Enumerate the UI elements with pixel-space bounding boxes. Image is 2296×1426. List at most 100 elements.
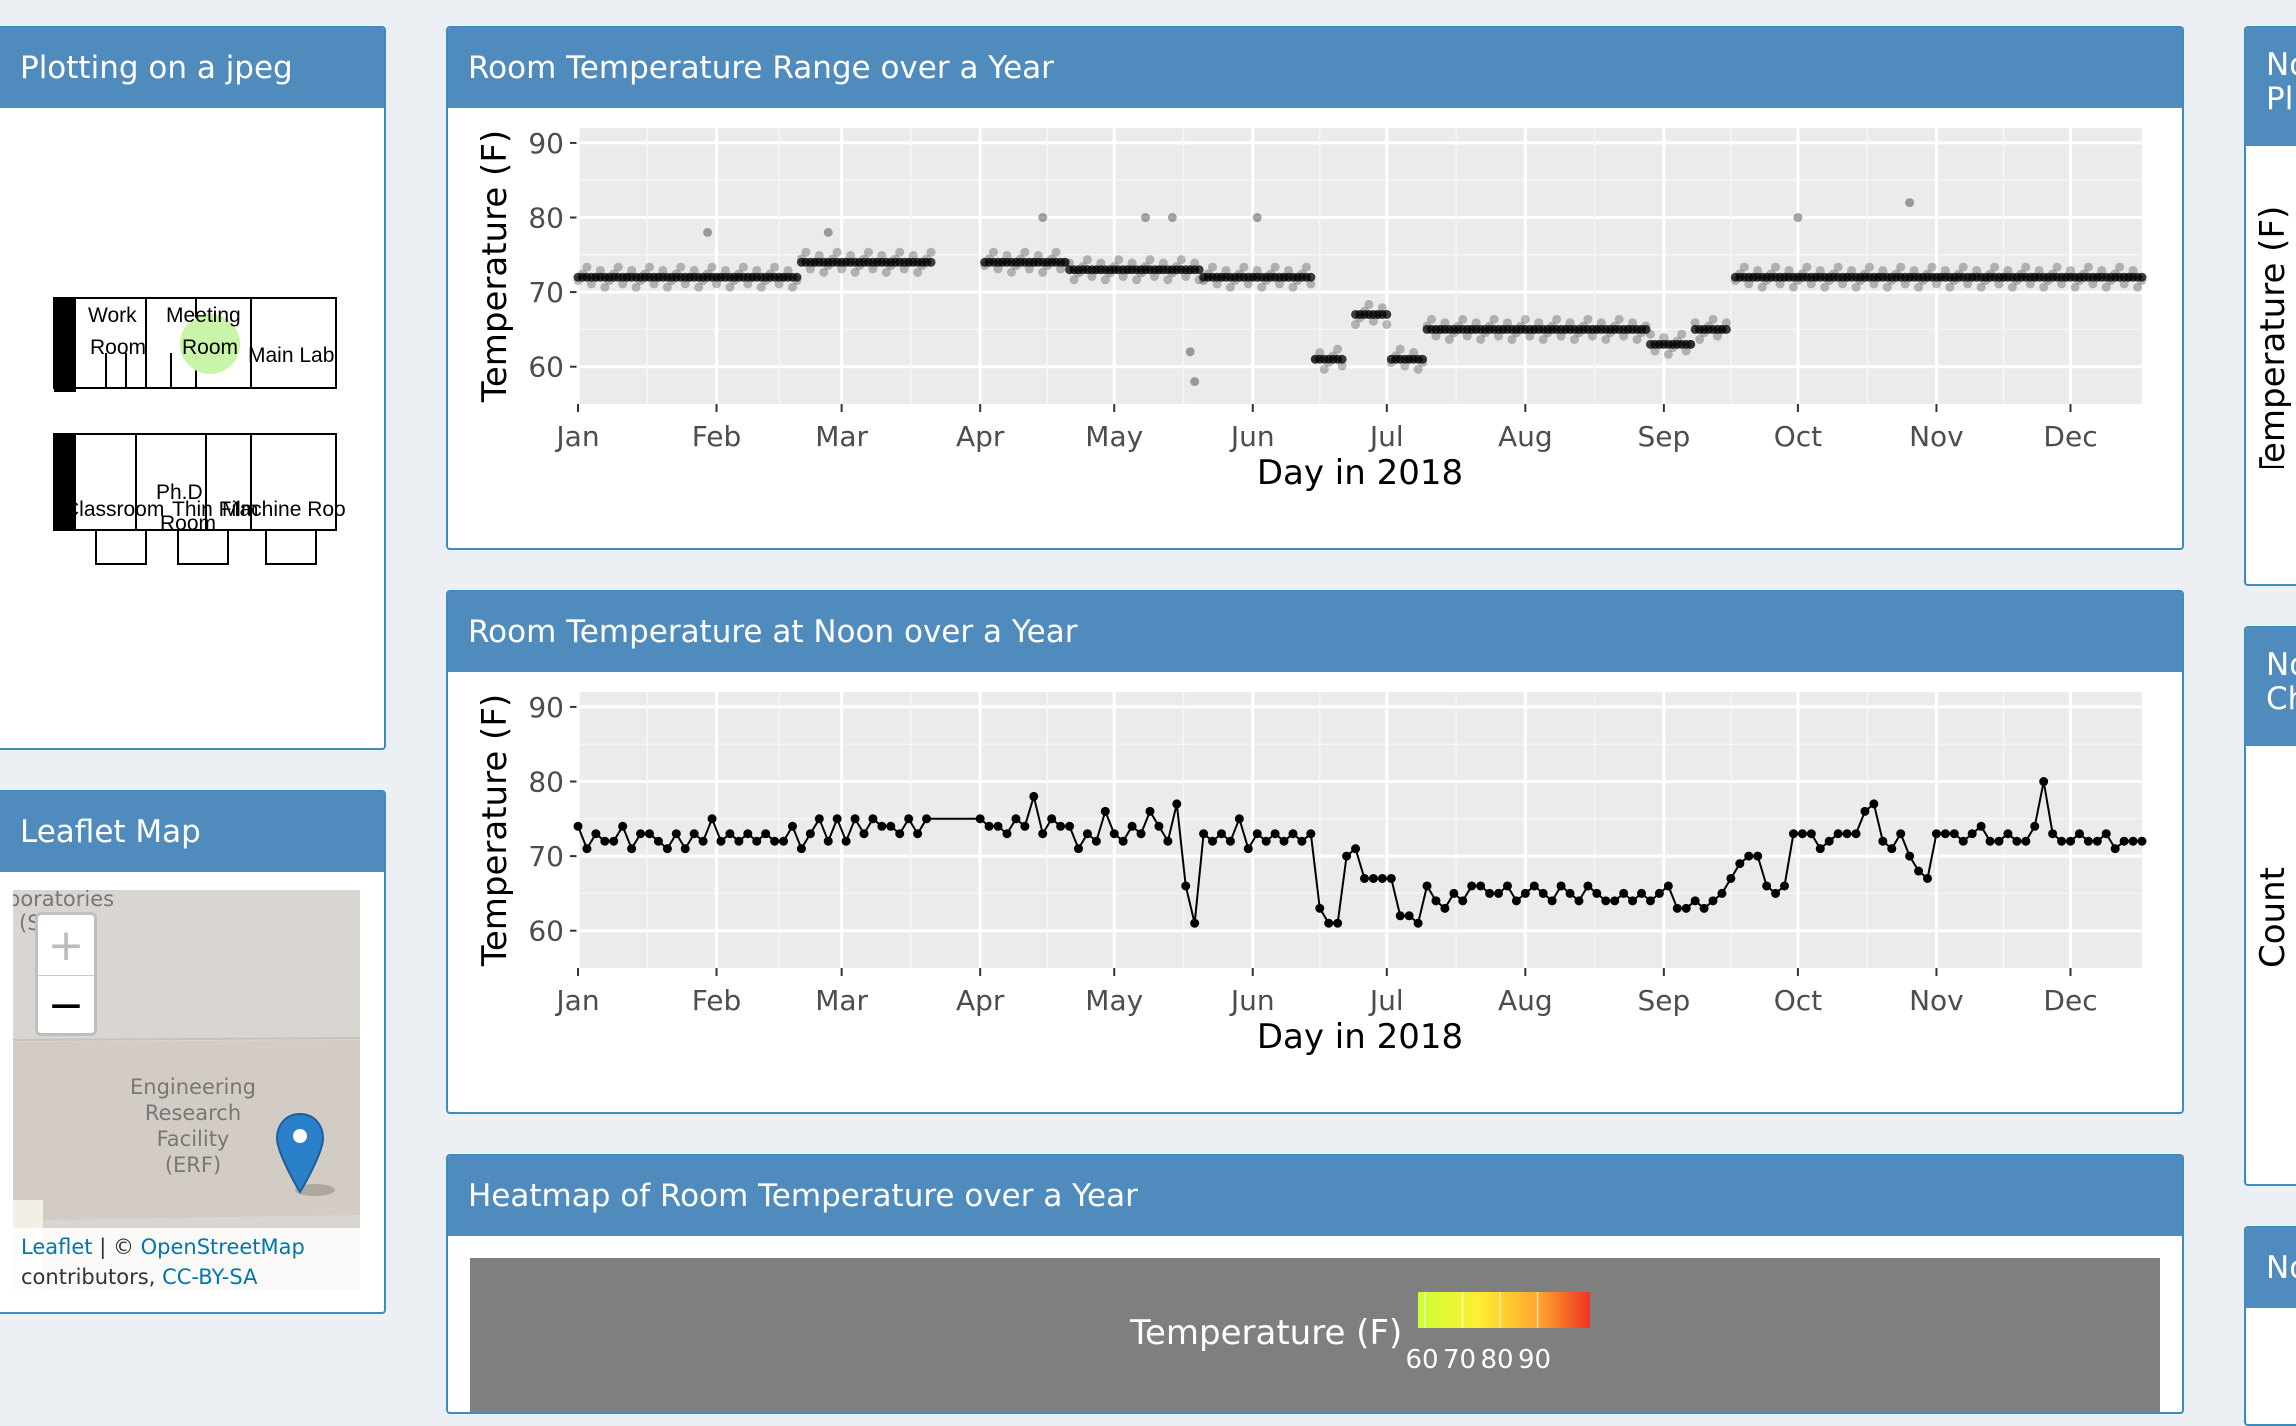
- noon-point: [1565, 888, 1575, 898]
- range-point-spread: [1663, 349, 1673, 359]
- range-point-spread: [1972, 265, 1982, 275]
- heatmap-panel[interactable]: Temperature (F) 60 70 80 90: [470, 1258, 2160, 1412]
- heatmap-legend-tick: 70: [1443, 1345, 1476, 1375]
- noon-point: [1047, 814, 1057, 824]
- noon-point: [1404, 911, 1414, 921]
- noon-point: [1279, 836, 1289, 846]
- range-point-spread: [1382, 320, 1392, 330]
- noon-point: [1976, 821, 1986, 831]
- noon-point: [1386, 873, 1396, 883]
- right-box-3-title: No: [2246, 1228, 2296, 1308]
- leaflet-title: Leaflet Map: [0, 792, 384, 872]
- range-point-spread: [1645, 329, 1655, 339]
- noon-point: [1127, 821, 1137, 831]
- range-y-tick-label: 80: [528, 202, 564, 235]
- room-label-meeting-2: Room: [182, 336, 238, 359]
- heatmap-box: Heatmap of Room Temperature over a Year …: [446, 1154, 2184, 1414]
- noon-point: [2030, 821, 2040, 831]
- range-x-tick-label: Jun: [1229, 420, 1275, 453]
- floorplan-image[interactable]: Work Room Meeting Room Main Lab Ph.D Cla…: [0, 108, 386, 748]
- leaflet-map[interactable]: boratories (S Engineering Research Facil…: [13, 890, 360, 1290]
- range-point-spread: [627, 265, 637, 275]
- range-plot-title: Room Temperature Range over a Year: [448, 28, 2182, 108]
- noon-point: [1065, 821, 1075, 831]
- range-point-spread: [1440, 318, 1450, 328]
- range-point-spread: [1208, 262, 1218, 272]
- noon-point: [618, 821, 628, 831]
- noon-point: [1100, 806, 1110, 816]
- range-point-spread: [1690, 318, 1700, 328]
- noon-point: [1494, 888, 1504, 898]
- noon-point: [1806, 829, 1816, 839]
- leaflet-link[interactable]: Leaflet: [21, 1235, 93, 1259]
- room-label-work: Work: [88, 304, 137, 327]
- range-point-spread: [877, 251, 887, 261]
- noon-point: [2128, 836, 2138, 846]
- range-point-spread: [1864, 262, 1874, 272]
- zoom-out-button[interactable]: −: [47, 980, 85, 1031]
- range-point-spread: [1976, 282, 1986, 292]
- noon-point: [823, 836, 833, 846]
- range-point-spread: [1538, 334, 1548, 344]
- range-point-spread: [993, 264, 1003, 274]
- range-x-tick-label: Sep: [1637, 420, 1690, 453]
- range-point-spread: [752, 265, 762, 275]
- range-point-spread: [1806, 279, 1816, 289]
- range-point-spread: [1838, 279, 1848, 289]
- range-point-spread: [1065, 258, 1075, 268]
- noon-point: [1985, 836, 1995, 846]
- noon-point: [1252, 829, 1262, 839]
- range-point-spread: [1462, 331, 1472, 341]
- noon-point: [1190, 918, 1200, 928]
- noon-point: [1172, 799, 1182, 809]
- noon-point: [1949, 829, 1959, 839]
- range-point-spread: [1181, 271, 1191, 281]
- heatmap-legend-tick: 80: [1480, 1345, 1513, 1375]
- noon-point: [1091, 836, 1101, 846]
- noon-point: [1815, 844, 1825, 854]
- noon-point: [689, 829, 699, 839]
- noon-point: [1771, 888, 1781, 898]
- noon-point: [1306, 829, 1316, 839]
- noon-point: [1637, 888, 1647, 898]
- noon-point: [627, 844, 637, 854]
- noon-point: [1181, 881, 1191, 891]
- range-plot[interactable]: 60 70 80 90 Jan Feb Mar Apr May Jun Jul Aug Sep Oct No…: [448, 108, 2182, 548]
- range-point-spread: [1024, 264, 1034, 274]
- noon-point: [1592, 888, 1602, 898]
- noon-point: [1234, 814, 1244, 824]
- noon-point: [671, 829, 681, 839]
- noon-point: [1645, 896, 1655, 906]
- map-marker-icon[interactable]: [275, 1112, 335, 1198]
- range-point-spread: [2101, 282, 2111, 292]
- range-point-spread: [1413, 364, 1423, 374]
- range-point-spread: [2088, 279, 2098, 289]
- noon-point: [2021, 836, 2031, 846]
- range-point-spread: [1659, 333, 1669, 343]
- noon-point: [805, 829, 815, 839]
- range-point-spread: [1431, 331, 1441, 341]
- noon-point: [1824, 836, 1834, 846]
- osm-link[interactable]: OpenStreetMap: [140, 1235, 305, 1259]
- range-point-spread: [787, 282, 797, 292]
- noon-point: [1699, 903, 1709, 913]
- range-point-spread: [913, 267, 923, 277]
- noon-point: [1869, 799, 1879, 809]
- range-point-spread: [1534, 318, 1544, 328]
- zoom-in-button[interactable]: +: [38, 915, 94, 976]
- noon-point: [796, 844, 806, 854]
- range-x-tick-label: Jan: [554, 420, 599, 453]
- license-link[interactable]: CC-BY-SA: [162, 1265, 258, 1289]
- range-x-tick-label: Feb: [692, 420, 742, 453]
- noon-y-tick-label: 60: [528, 915, 564, 948]
- range-point-spread: [1132, 275, 1142, 285]
- range-point-spread: [613, 262, 623, 272]
- range-point-spread: [1963, 279, 1973, 289]
- noon-plot[interactable]: 60 70 80 90 Jan Feb Mar Apr May Jun Jul Aug Sep Oct No…: [448, 672, 2182, 1112]
- map-attribution: Leaflet | © OpenStreetMap contributors, …: [13, 1228, 360, 1290]
- noon-point: [2066, 836, 2076, 846]
- range-point-spread: [1681, 346, 1691, 356]
- noon-point: [1368, 873, 1378, 883]
- noon-x-tick-label: Feb: [692, 984, 742, 1017]
- noon-point: [1413, 918, 1423, 928]
